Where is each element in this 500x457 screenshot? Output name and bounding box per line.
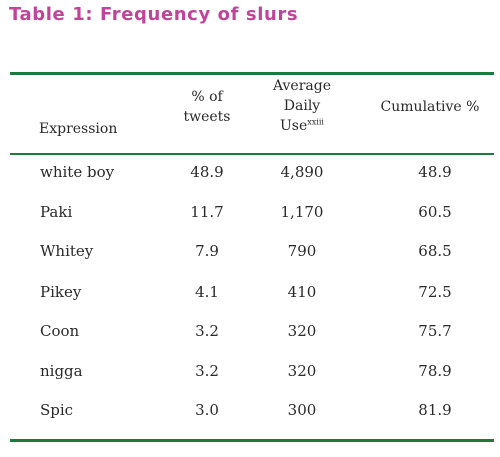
table-row: Paki 11.7 1,170 60.5 [0, 200, 500, 224]
table-row: Spic 3.0 300 81.9 [0, 398, 500, 422]
cell-percent-of-tweets: 11.7 [190, 203, 224, 221]
header-expression: Expression [39, 119, 117, 139]
table-row: Whitey 7.9 790 68.5 [0, 239, 500, 263]
table-title: Table 1: Frequency of slurs [9, 4, 299, 25]
bottom-rule [10, 439, 494, 442]
cell-cumulative: 68.5 [418, 242, 452, 260]
header-percent-line-2: tweets [183, 109, 231, 125]
header-average-daily-use: Average Daily Usexxiii [262, 76, 342, 136]
cell-expression: nigga [40, 362, 83, 380]
cell-average-daily-use: 320 [287, 362, 317, 380]
cell-expression: Pikey [40, 283, 82, 301]
cell-cumulative: 60.5 [418, 203, 452, 221]
header-average-use-word: Use [280, 118, 308, 134]
cell-cumulative: 48.9 [418, 163, 452, 181]
header-cumulative: Cumulative % [370, 97, 490, 117]
cell-expression: Coon [40, 322, 80, 340]
cell-average-daily-use: 410 [287, 283, 317, 301]
cell-percent-of-tweets: 7.9 [195, 242, 219, 260]
header-average-line-2: Daily [283, 98, 321, 114]
header-cumulative-label: Cumulative % [380, 99, 480, 115]
table-row: nigga 3.2 320 78.9 [0, 359, 500, 383]
header-percent-of-tweets: % of tweets [172, 87, 242, 127]
cell-expression: white boy [40, 163, 115, 181]
cell-cumulative: 72.5 [418, 283, 452, 301]
cell-average-daily-use: 790 [287, 242, 317, 260]
header-average-line-1: Average [272, 78, 332, 94]
cell-expression: Spic [40, 401, 74, 419]
header-average-line-3: Usexxiii [262, 116, 342, 136]
cell-expression: Paki [40, 203, 73, 221]
cell-percent-of-tweets: 48.9 [190, 163, 224, 181]
header-expression-label: Expression [39, 121, 118, 137]
cell-percent-of-tweets: 4.1 [195, 283, 219, 301]
cell-cumulative: 81.9 [418, 401, 452, 419]
cell-average-daily-use: 4,890 [280, 163, 324, 181]
top-rule [10, 72, 494, 75]
cell-cumulative: 75.7 [418, 322, 452, 340]
cell-percent-of-tweets: 3.0 [195, 401, 219, 419]
table-row: Coon 3.2 320 75.7 [0, 319, 500, 343]
cell-percent-of-tweets: 3.2 [195, 322, 219, 340]
cell-cumulative: 78.9 [418, 362, 452, 380]
header-percent-line-1: % of [191, 89, 223, 105]
footnote-marker: xxiii [307, 117, 324, 127]
cell-average-daily-use: 320 [287, 322, 317, 340]
table-row: Pikey 4.1 410 72.5 [0, 280, 500, 304]
header-rule [10, 153, 494, 155]
cell-percent-of-tweets: 3.2 [195, 362, 219, 380]
cell-average-daily-use: 300 [287, 401, 317, 419]
table-row: white boy 48.9 4,890 48.9 [0, 160, 500, 184]
cell-expression: Whitey [40, 242, 94, 260]
cell-average-daily-use: 1,170 [280, 203, 324, 221]
